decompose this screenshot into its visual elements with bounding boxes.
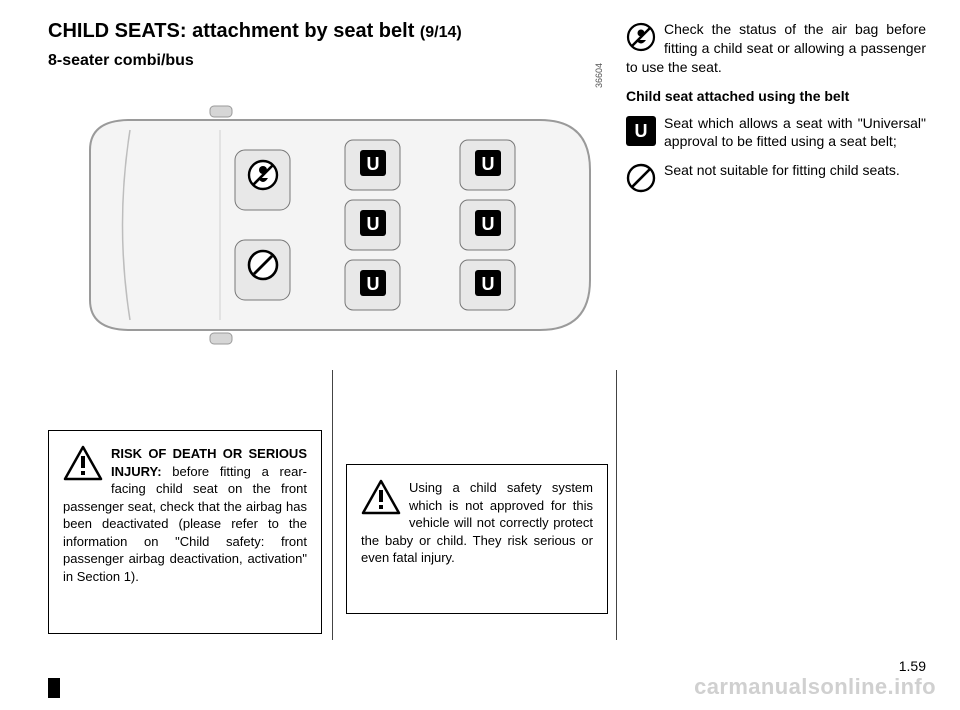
page-title: CHILD SEATS: attachment by seat belt (9/… (48, 20, 462, 43)
seat-row3-left: U (460, 140, 515, 190)
column-divider (616, 370, 617, 640)
page-subtitle: 8-seater combi/bus (48, 52, 194, 70)
seat-front-driver (235, 150, 290, 210)
svg-text:U: U (482, 274, 495, 294)
watermark: carmanualsonline.info (694, 674, 936, 700)
legend-belt-heading: Child seat attached using the belt (626, 87, 926, 106)
column-divider (332, 370, 333, 640)
svg-text:U: U (482, 154, 495, 174)
seat-row2-left: U (345, 140, 400, 190)
svg-text:U: U (482, 214, 495, 234)
legend-airbag-text: Check the status of the air bag before f… (626, 21, 926, 75)
svg-text:U: U (367, 214, 380, 234)
footer-mark-icon (48, 678, 60, 698)
legend-u: U Seat which allows a seat with "Univers… (626, 114, 926, 152)
seat-front-passenger (235, 240, 290, 300)
page-number: 1.59 (899, 658, 926, 674)
title-part: (9/14) (420, 24, 462, 41)
legend-column: Check the status of the air bag before f… (626, 20, 926, 203)
seat-row2-center: U (345, 200, 400, 250)
legend-u-text: Seat which allows a seat with "Universal… (664, 115, 926, 150)
image-code: 36604 (594, 63, 604, 88)
svg-text:U: U (367, 154, 380, 174)
title-main: CHILD SEATS: attachment by seat belt (48, 20, 420, 42)
warning-box-unapproved-seat: Using a child safety system which is not… (346, 464, 608, 614)
seat-row3-right: U (460, 260, 515, 310)
warning1-rest: before fitting a rear-facing child seat … (63, 464, 307, 584)
warning-triangle-icon (361, 479, 401, 515)
svg-text:U: U (367, 274, 380, 294)
warning-box-death-injury: RISK OF DEATH OR SERIOUS INJURY: before … (48, 430, 322, 634)
vehicle-seating-diagram: U U U U U (60, 100, 600, 350)
legend-x: Seat not suitable for fitting child seat… (626, 161, 926, 193)
warning-triangle-icon (63, 445, 103, 481)
prohibit-icon (626, 163, 656, 193)
airbag-prohibit-icon (626, 22, 656, 52)
legend-airbag-check: Check the status of the air bag before f… (626, 20, 926, 77)
seat-row2-right: U (345, 260, 400, 310)
u-icon: U (626, 116, 656, 146)
seat-row3-center: U (460, 200, 515, 250)
legend-x-text: Seat not suitable for fitting child seat… (664, 162, 900, 178)
